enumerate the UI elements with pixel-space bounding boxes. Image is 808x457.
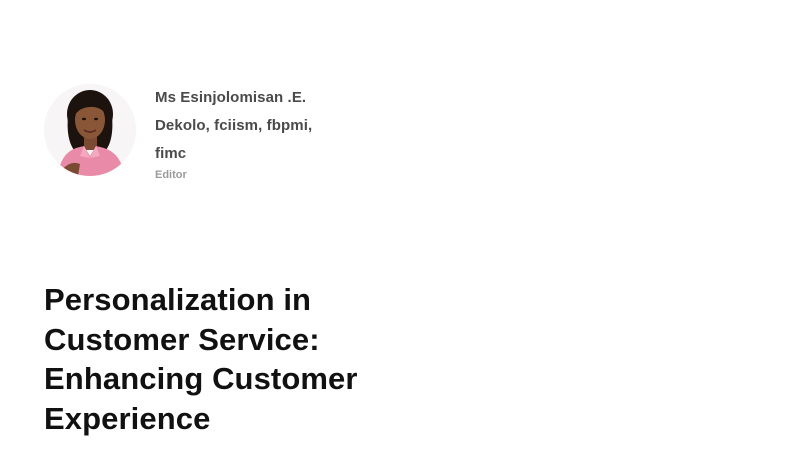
- author-name[interactable]: Ms Esinjolomisan .E. Dekolo, fciism, fbp…: [155, 89, 313, 162]
- author-portrait-icon: [44, 84, 136, 176]
- author-card: Ms Esinjolomisan .E. Dekolo, fciism, fbp…: [44, 84, 345, 182]
- author-role: Editor: [155, 169, 187, 181]
- avatar[interactable]: [44, 84, 136, 176]
- author-meta: Ms Esinjolomisan .E. Dekolo, fciism, fbp…: [155, 84, 345, 182]
- article-title: Personalization in Customer Service: Enh…: [44, 282, 358, 436]
